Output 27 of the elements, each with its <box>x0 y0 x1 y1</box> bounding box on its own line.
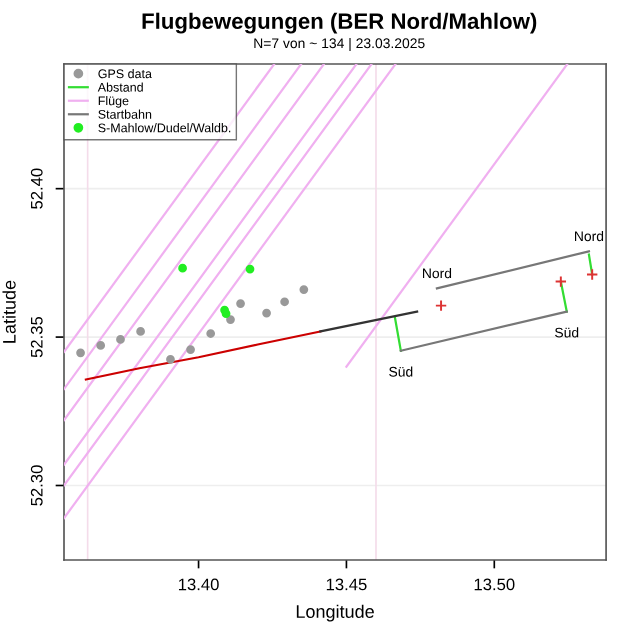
point <box>178 263 187 273</box>
point <box>116 335 125 344</box>
point <box>586 268 599 281</box>
point <box>262 308 271 318</box>
y-tick-label: 52.40 <box>30 168 43 209</box>
point <box>166 354 175 364</box>
point <box>299 285 309 294</box>
point <box>226 315 235 324</box>
line-series <box>84 330 322 381</box>
point <box>280 297 289 307</box>
point <box>554 275 567 288</box>
point <box>236 299 245 308</box>
y-tick-label: 52.35 <box>30 316 43 358</box>
point <box>206 329 216 338</box>
x-tick-label: 13.50 <box>474 578 515 591</box>
point <box>136 327 145 336</box>
x-axis-title: Longitude <box>296 604 374 622</box>
y-axis-title: Latitude <box>2 280 16 343</box>
x-tick-label: 13.45 <box>326 578 367 591</box>
chart-title: Flugbewegungen (BER Nord/Mahlow) <box>142 12 537 34</box>
point <box>96 341 106 350</box>
x-tick-label: 13.40 <box>178 578 219 591</box>
point <box>434 299 448 312</box>
y-tick-label: 52.30 <box>30 465 43 506</box>
point <box>245 264 255 274</box>
point <box>186 345 195 354</box>
point <box>76 348 85 358</box>
